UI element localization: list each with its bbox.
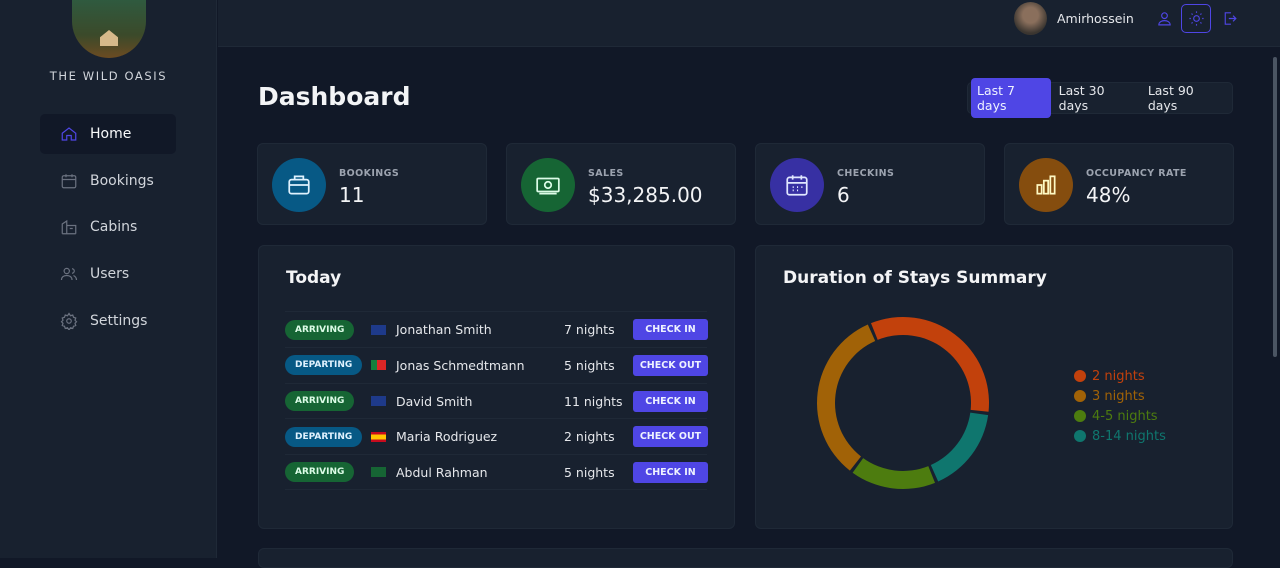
sidebar-item-cabins[interactable]: Cabins [40,207,176,247]
sidebar-item-label: Bookings [90,172,154,189]
nights: 5 nights [564,357,615,373]
guest-name: Jonathan Smith [396,322,492,337]
status-badge: DEPARTING [285,426,363,447]
calendar-days-icon [786,175,808,196]
status-badge: DEPARTING [285,355,363,376]
status-badge: ARRIVING [285,391,355,412]
banknotes-icon [536,177,560,195]
flag-gb [371,324,386,335]
stat-value: 48% [1086,183,1131,207]
filter-last-7-days[interactable]: Last 7 days [971,78,1051,118]
flag-es [371,431,386,442]
logout-icon[interactable] [1214,4,1244,33]
guest-name: David Smith [396,393,473,409]
stat-bookings: BOOKINGS 11 [257,143,487,225]
legend-label: 3 nights [1092,388,1145,404]
sidebar-item-settings[interactable]: Settings [40,301,176,341]
today-row: ARRIVING Abdul Rahman 5 nights CHECK IN [285,454,708,491]
donut-slice-8-14-nights [930,412,989,482]
legend-label: 8-14 nights [1092,428,1166,444]
today-row: ARRIVING Jonathan Smith 7 nights CHECK IN [285,311,708,347]
chart-bar-icon [1036,175,1056,195]
chart-title: Duration of Stays Summary [783,268,1047,288]
donut-chart [817,317,989,489]
filter-last-30-days[interactable]: Last 30 days [1058,83,1105,113]
sun-icon[interactable] [1181,4,1211,33]
legend-item: 4-5 nights [1074,406,1166,426]
stat-label: BOOKINGS [339,168,400,179]
donut-slice-3-nights [817,324,876,471]
bottom-panel [258,548,1233,568]
legend-item: 2 nights [1074,366,1166,386]
guest-name: Jonas Schmedtmann [396,357,525,373]
flag-au [371,396,386,407]
legend-item: 8-14 nights [1074,426,1166,446]
check-in-button[interactable]: CHECK IN [633,461,708,483]
flag-sa [371,467,386,478]
brand-name: THE WILD OASIS [49,69,168,83]
status-badge: ARRIVING [285,462,355,483]
check-out-button[interactable]: CHECK OUT [633,354,708,376]
legend-item: 3 nights [1074,386,1166,406]
guest-name: Maria Rodriguez [396,429,498,445]
check-in-button[interactable]: CHECK IN [633,390,708,412]
stat-sales: SALES $33,285.00 [506,143,736,225]
users-icon [60,267,78,281]
check-out-button[interactable]: CHECK OUT [633,426,708,448]
stat-label: CHECKINS [837,168,895,179]
user-name: Amirhossein [1057,11,1134,26]
today-title: Today [286,268,342,288]
nights: 5 nights [564,464,615,480]
main-nav: Home Bookings Cabins Users Settings [40,114,176,347]
avatar[interactable] [1014,2,1047,35]
check-in-button[interactable]: CHECK IN [633,319,708,340]
today-row: DEPARTING Jonas Schmedtmann 5 nights CHECK … [285,346,708,383]
today-row: DEPARTING Maria Rodriguez 2 nights CHECK OU… [285,418,708,454]
legend-label: 2 nights [1092,368,1145,384]
sidebar-item-label: Home [90,126,132,142]
sidebar: THE WILD OASIS Home Bookings Cabins Users Se… [0,0,217,558]
chart-legend: 2 nights 3 nights 4-5 nights 8-14 nights [1074,366,1166,446]
sidebar-item-label: Settings [90,312,148,329]
status-badge: ARRIVING [285,319,355,340]
filter-last-90-days[interactable]: Last 90 days [1147,83,1194,113]
sidebar-item-label: Users [90,266,130,283]
stat-occupancy-rate: OCCUPANCY RATE 48% [1004,143,1234,225]
today-row: ARRIVING David Smith 11 nights CHECK IN [285,382,708,419]
nights: 11 nights [564,393,623,409]
sidebar-item-users[interactable]: Users [40,254,176,294]
guest-name: Abdul Rahman [396,464,488,480]
duration-chart-panel: Duration of Stays Summary 2 nights 3 nigh… [755,245,1233,529]
donut-slice-2-nights [870,317,989,412]
sidebar-item-home[interactable]: Home [40,114,176,154]
user-icon[interactable] [1149,4,1179,33]
sidebar-item-label: Cabins [90,219,138,236]
stat-label: SALES [588,168,624,179]
stat-label: OCCUPANCY RATE [1086,168,1187,179]
date-filter: Last 7 days Last 30 days Last 90 days [967,78,1233,118]
stat-value: 11 [339,183,365,207]
cabin-icon [61,220,77,235]
gear-icon [60,312,78,330]
page-title: Dashboard [258,82,411,111]
legend-label: 4-5 nights [1092,408,1158,424]
stat-value: $33,285.00 [588,183,703,207]
scrollbar[interactable] [1270,47,1280,558]
header: Amirhossein [218,0,1280,47]
stat-value: 6 [837,183,850,207]
flag-pt [371,360,386,371]
logo [72,0,146,58]
briefcase-icon [288,175,310,195]
nights: 7 nights [564,322,615,337]
calendar-icon [61,173,77,189]
nights: 2 nights [564,429,615,445]
sidebar-item-bookings[interactable]: Bookings [40,161,176,201]
home-icon [61,127,77,141]
donut-slice-4-5-nights [852,458,936,489]
stat-checkins: CHECKINS 6 [755,143,985,225]
